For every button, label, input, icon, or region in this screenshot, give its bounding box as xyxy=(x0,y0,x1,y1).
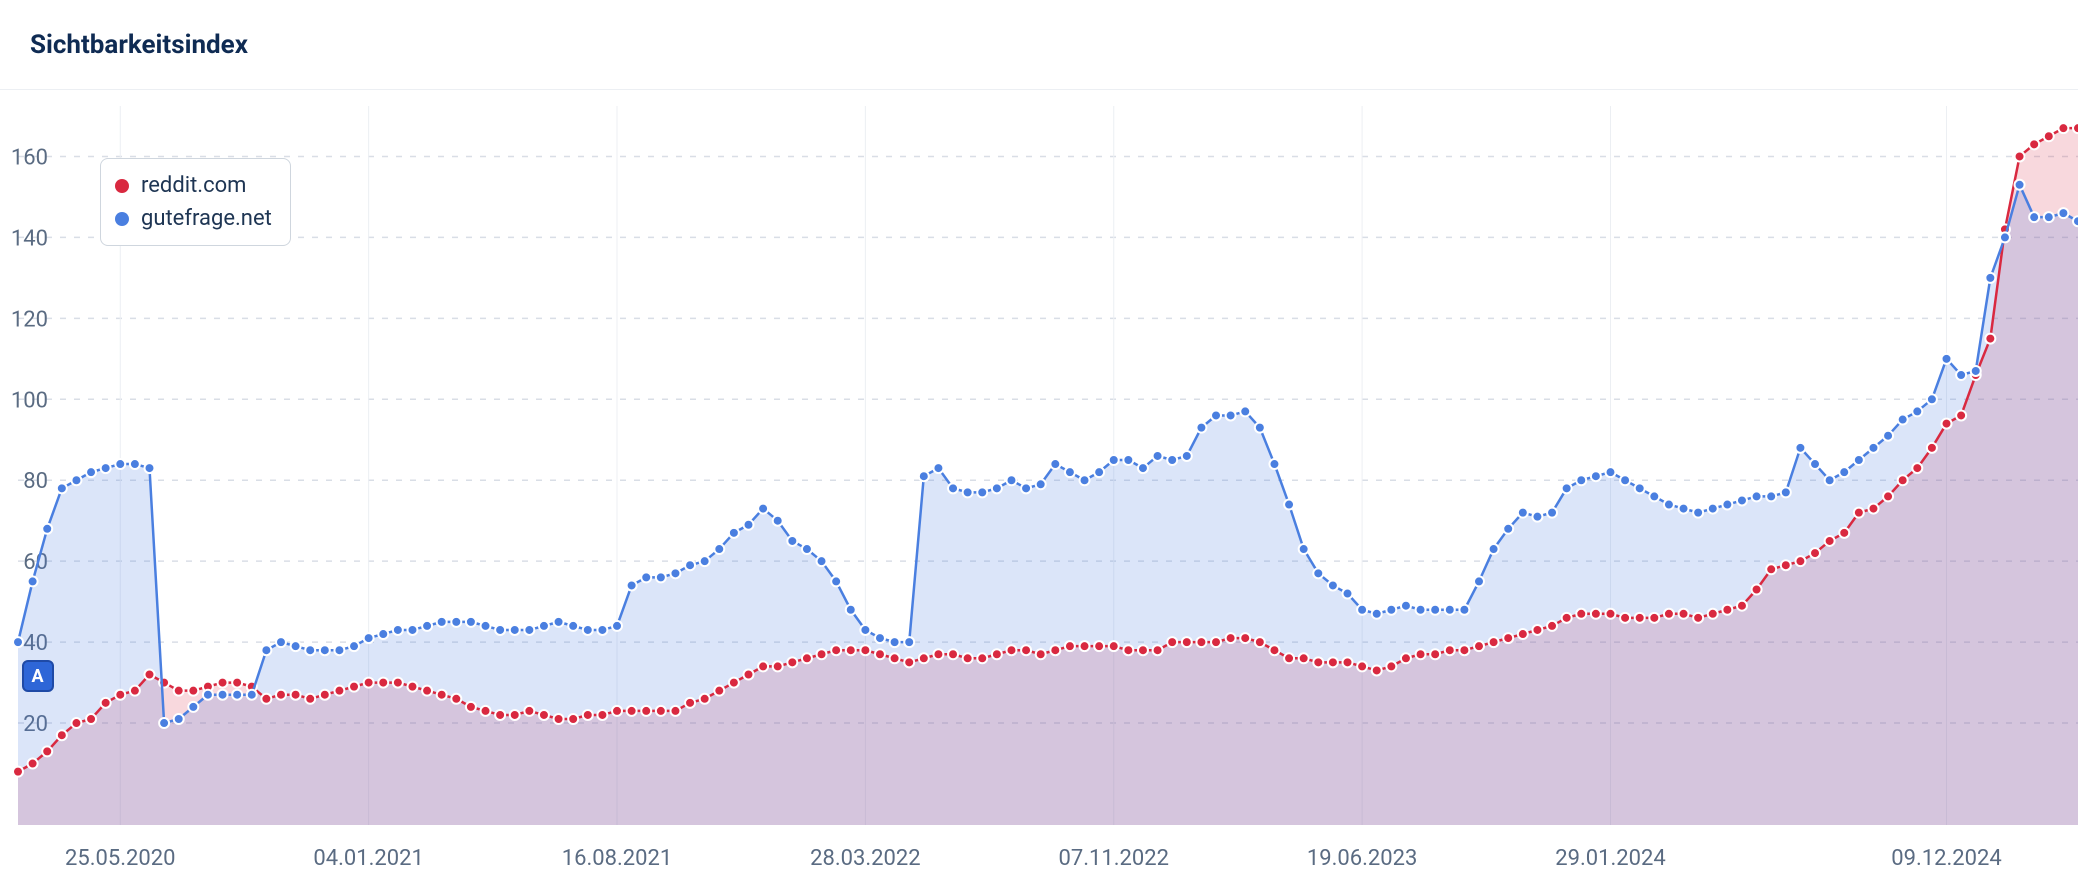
legend-item[interactable]: gutefrage.net xyxy=(115,202,272,235)
chart-area: 2040608010012014016025.05.202004.01.2021… xyxy=(0,90,2078,896)
chart-title: Sichtbarkeitsindex xyxy=(30,30,248,60)
svg-text:80: 80 xyxy=(23,469,48,494)
svg-text:100: 100 xyxy=(11,388,48,413)
legend-box: reddit.com gutefrage.net xyxy=(100,158,291,246)
event-pin-label: A xyxy=(31,666,43,687)
legend-item[interactable]: reddit.com xyxy=(115,169,272,202)
svg-text:140: 140 xyxy=(11,226,48,251)
svg-text:29.01.2024: 29.01.2024 xyxy=(1555,846,1666,871)
event-pin-a[interactable]: A xyxy=(22,660,54,692)
legend-dot-icon xyxy=(115,179,129,193)
svg-text:04.01.2021: 04.01.2021 xyxy=(313,846,424,871)
chart-title-bar: Sichtbarkeitsindex xyxy=(0,0,2078,90)
svg-text:07.11.2022: 07.11.2022 xyxy=(1058,846,1169,871)
svg-text:19.06.2023: 19.06.2023 xyxy=(1307,846,1418,871)
svg-text:120: 120 xyxy=(11,307,48,332)
legend-label: gutefrage.net xyxy=(141,206,272,231)
svg-text:16.08.2021: 16.08.2021 xyxy=(562,846,673,871)
svg-text:25.05.2020: 25.05.2020 xyxy=(65,846,176,871)
svg-text:09.12.2024: 09.12.2024 xyxy=(1891,846,2002,871)
svg-text:160: 160 xyxy=(11,145,48,170)
chart-svg: 2040608010012014016025.05.202004.01.2021… xyxy=(0,90,2078,896)
legend-label: reddit.com xyxy=(141,173,246,198)
legend-dot-icon xyxy=(115,212,129,226)
svg-text:28.03.2022: 28.03.2022 xyxy=(810,846,921,871)
